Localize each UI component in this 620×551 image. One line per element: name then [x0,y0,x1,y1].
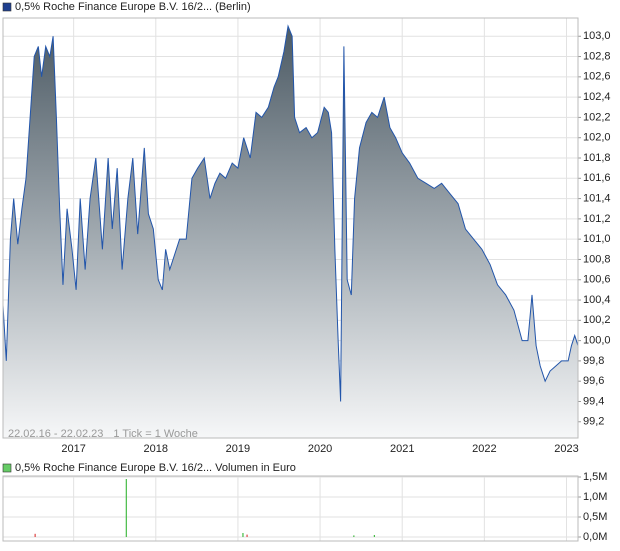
y-tick-label: 100,2 [583,314,611,326]
plot-frame [2,475,579,542]
volume-bar [373,535,375,537]
y-tick-label: 101,2 [583,213,611,225]
y-tick-label: 101,8 [583,152,611,164]
y-tick-label: 102,2 [583,111,611,123]
y-tick-label: 99,4 [583,395,604,407]
y-tick-label: 1,0M [583,491,607,503]
y-tick-label: 100,8 [583,253,611,265]
x-tick-label: 2020 [308,443,332,455]
x-tick-label: 2022 [472,443,496,455]
volume-chart: 0,5% Roche Finance Europe B.V. 16/2... V… [2,462,607,543]
y-tick-label: 101,0 [583,233,611,245]
y-tick-label: 102,6 [583,71,611,83]
y-tick-label: 101,6 [583,172,611,184]
legend-label: 0,5% Roche Finance Europe B.V. 16/2... (… [15,1,251,13]
x-tick-label: 2017 [61,443,85,455]
y-tick-label: 102,4 [583,91,611,103]
x-tick-label: 2019 [226,443,250,455]
y-tick-label: 99,2 [583,416,604,428]
x-tick-label: 2023 [554,443,578,455]
volume-bar [34,533,36,537]
volume-bar [242,533,244,537]
y-tick-label: 103,0 [583,30,611,42]
x-tick-label: 2018 [144,443,168,455]
price-line [2,24,579,402]
y-tick-label: 102,0 [583,132,611,144]
x-tick-label: 2021 [390,443,414,455]
volume-bar [125,479,127,537]
price-chart: 0,5% Roche Finance Europe B.V. 16/2... (… [2,1,611,455]
area-fill [3,26,578,439]
plot-background [3,476,578,541]
y-tick-label: 100,0 [583,335,611,347]
date-range: 22.02.16 - 22.02.23 [8,428,103,440]
tick-note: 1 Tick = 1 Woche [113,428,197,440]
legend-swatch [2,463,12,473]
y-tick-label: 1,5M [583,471,607,483]
y-tick-label: 101,4 [583,192,611,204]
volume-bar [246,534,248,537]
plot-frame [2,17,579,439]
y-tick-label: 102,8 [583,50,611,62]
legend-label: 0,5% Roche Finance Europe B.V. 16/2... V… [15,462,296,474]
legend-swatch [2,2,12,12]
y-tick-label: 100,4 [583,294,611,306]
y-tick-label: 99,6 [583,375,604,387]
y-tick-label: 99,8 [583,355,604,367]
volume-bar [353,535,355,537]
y-tick-label: 0,5M [583,511,607,523]
y-tick-label: 0,0M [583,531,607,543]
y-tick-label: 100,6 [583,274,611,286]
